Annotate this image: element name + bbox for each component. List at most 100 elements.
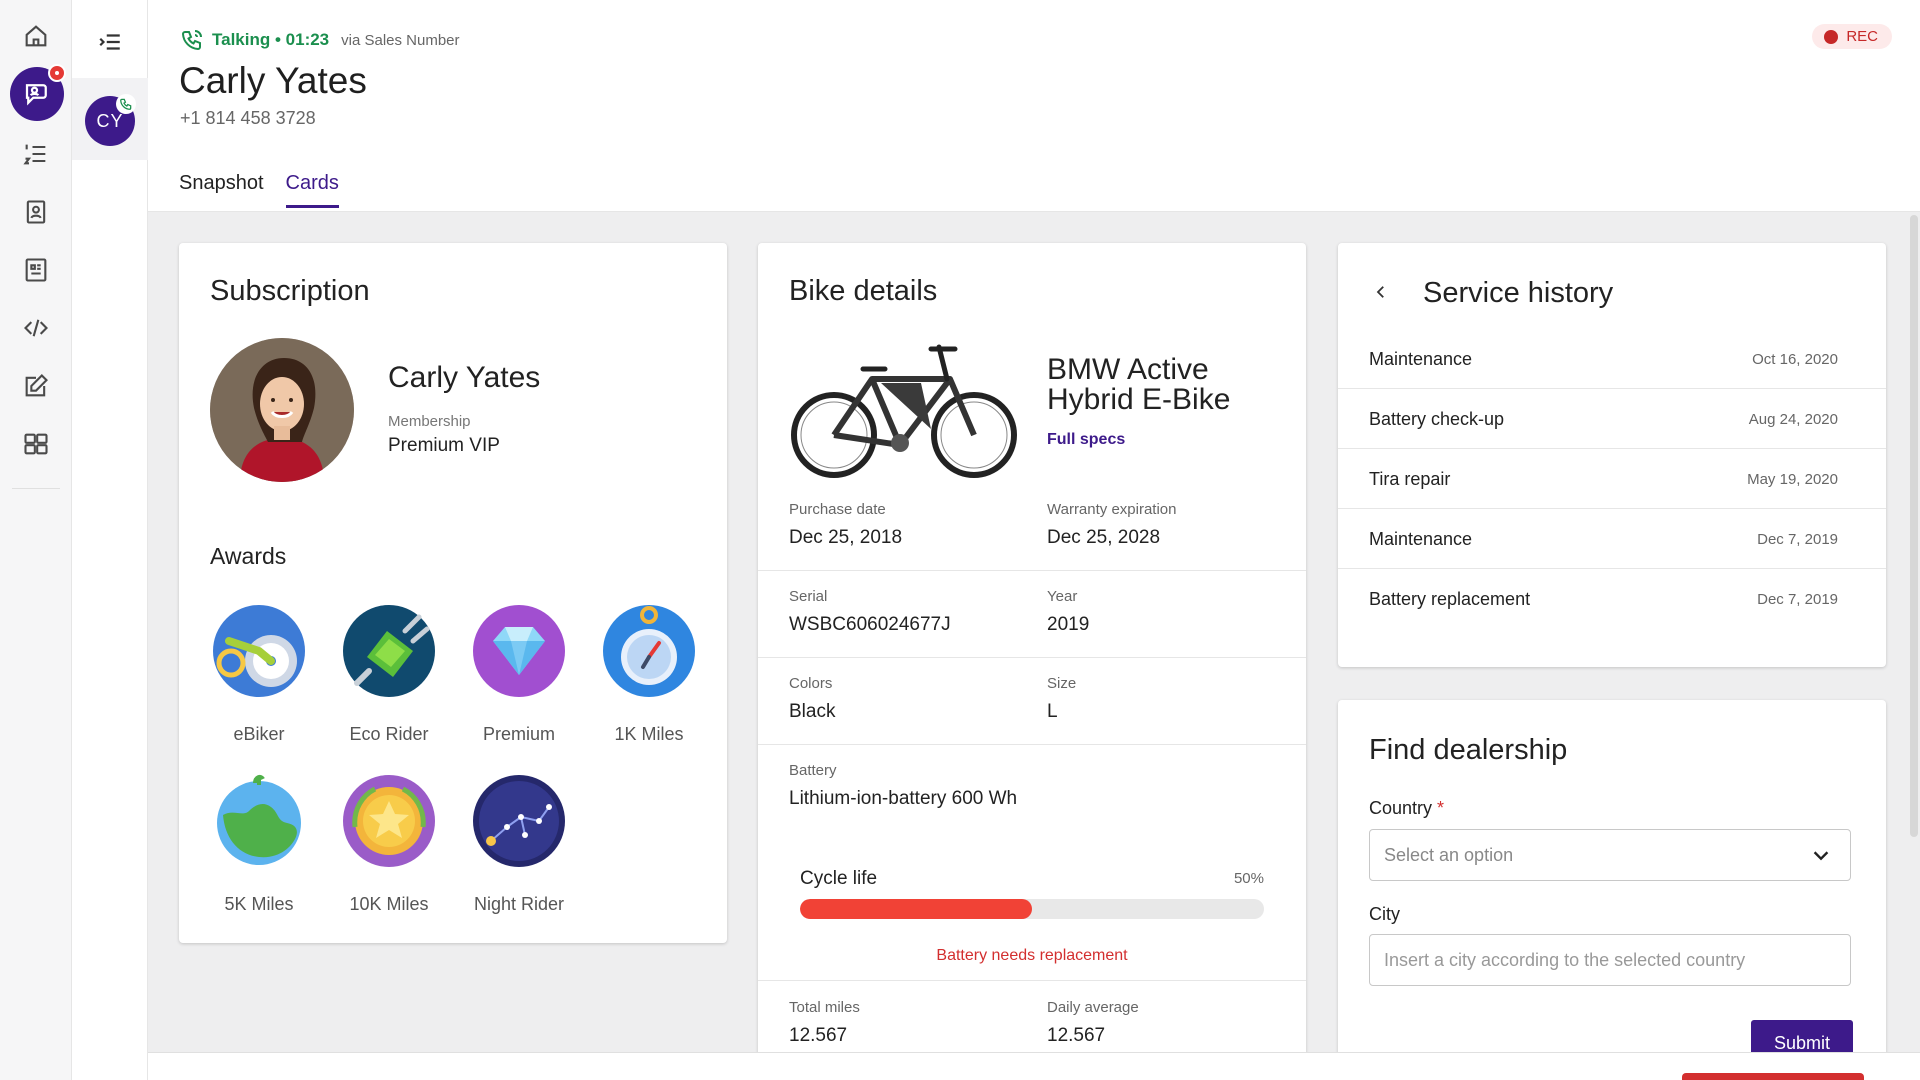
call-state: Talking • 01:23 bbox=[212, 30, 330, 49]
total-miles-value: 12.567 bbox=[789, 1025, 848, 1046]
cycle-life-progress-fill bbox=[800, 899, 1032, 919]
award-label: 1K Miles bbox=[614, 724, 684, 744]
cycle-life-label: Cycle life bbox=[800, 868, 878, 889]
award-label: Eco Rider bbox=[349, 724, 429, 744]
total-miles-label: Total miles bbox=[789, 999, 860, 1016]
purchase-date-label: Purchase date bbox=[789, 501, 886, 518]
bike-model: BMW Active Hybrid E-Bike bbox=[1047, 353, 1231, 416]
warranty-label: Warranty expiration bbox=[1047, 501, 1177, 518]
call-via: via Sales Number bbox=[341, 31, 460, 49]
recording-label: REC bbox=[1846, 28, 1878, 45]
year-value: 2019 bbox=[1047, 614, 1090, 635]
star-medal-award-icon bbox=[343, 775, 435, 867]
award-label: eBiker bbox=[233, 724, 285, 744]
service-date: Dec 7, 2019 bbox=[1757, 591, 1838, 608]
bike-image bbox=[791, 344, 1017, 478]
submit-button[interactable]: Submit bbox=[1751, 1020, 1853, 1052]
service-name: Tira repair bbox=[1369, 469, 1451, 489]
service-name: Battery check-up bbox=[1369, 409, 1505, 429]
award-eco-rider: Eco Rider bbox=[329, 601, 449, 745]
bottom-bar bbox=[148, 1052, 1920, 1080]
page-scrollbar[interactable] bbox=[1910, 215, 1918, 837]
divider bbox=[758, 744, 1306, 745]
serial-value: WSBC606024677J bbox=[789, 614, 951, 635]
award-1k-miles: 1K Miles bbox=[589, 601, 709, 745]
battery-label: Battery bbox=[789, 762, 837, 779]
award-5k-miles: 5K Miles bbox=[199, 771, 319, 915]
service-row[interactable]: Battery replacement Dec 7, 2019 bbox=[1338, 569, 1886, 629]
service-name: Maintenance bbox=[1369, 529, 1473, 549]
eco-plug-award-icon bbox=[343, 605, 435, 697]
required-marker: * bbox=[1437, 798, 1445, 818]
service-date: Dec 7, 2019 bbox=[1757, 531, 1838, 548]
purchase-date-value: Dec 25, 2018 bbox=[789, 527, 903, 548]
divider bbox=[758, 980, 1306, 981]
daily-average-value: 12.567 bbox=[1047, 1025, 1106, 1046]
battery-value: Lithium-ion-battery 600 Wh bbox=[789, 788, 1018, 809]
service-row[interactable]: Tira repair May 19, 2020 bbox=[1338, 449, 1886, 509]
service-history-title: Service history bbox=[1423, 277, 1614, 309]
home-icon[interactable] bbox=[0, 8, 72, 64]
city-input[interactable] bbox=[1369, 934, 1851, 986]
size-value: L bbox=[1047, 701, 1058, 722]
service-row[interactable]: Maintenance Oct 16, 2020 bbox=[1338, 329, 1886, 389]
colors-label: Colors bbox=[789, 675, 833, 692]
phone-active-icon bbox=[116, 94, 136, 114]
tab-snapshot[interactable]: Snapshot bbox=[179, 172, 264, 194]
daily-average-label: Daily average bbox=[1047, 999, 1139, 1016]
service-name: Maintenance bbox=[1369, 349, 1473, 369]
cycle-life-progress bbox=[800, 899, 1264, 919]
stopwatch-award-icon bbox=[603, 605, 695, 697]
active-contact-tile[interactable]: CY bbox=[72, 78, 148, 160]
cycle-life-percent: 50% bbox=[1233, 870, 1264, 887]
ebike-award-icon bbox=[213, 605, 305, 697]
tab-cards[interactable]: Cards bbox=[285, 172, 339, 208]
service-row[interactable]: Battery check-up Aug 24, 2020 bbox=[1338, 389, 1886, 449]
bottom-action-button[interactable] bbox=[1682, 1073, 1864, 1080]
find-dealership-card: Find dealership Country * Select an opti… bbox=[1338, 700, 1886, 1052]
award-label: Premium bbox=[482, 724, 555, 744]
rail-divider bbox=[12, 488, 60, 489]
code-icon[interactable] bbox=[0, 300, 72, 356]
award-label: 5K Miles bbox=[224, 894, 294, 914]
conversation-list: CY bbox=[72, 0, 148, 1080]
record-icon bbox=[1824, 29, 1839, 44]
contacts-icon[interactable] bbox=[0, 184, 72, 240]
find-dealership-title: Find dealership bbox=[1369, 734, 1568, 766]
awards-title: Awards bbox=[210, 543, 287, 569]
list-icon[interactable] bbox=[0, 126, 72, 182]
call-timer: 01:23 bbox=[285, 30, 330, 49]
reports-icon[interactable] bbox=[0, 242, 72, 298]
divider bbox=[758, 657, 1306, 658]
size-label: Size bbox=[1047, 675, 1077, 692]
notification-badge bbox=[48, 64, 66, 82]
country-label: Country * bbox=[1369, 798, 1445, 818]
contact-phone: +1 814 458 3728 bbox=[180, 108, 316, 128]
membership-value: Premium VIP bbox=[388, 435, 500, 456]
membership-label: Membership bbox=[388, 413, 471, 430]
contact-tabs: Snapshot Cards bbox=[179, 172, 339, 208]
recording-badge[interactable]: REC bbox=[1812, 24, 1892, 49]
edit-icon[interactable] bbox=[0, 358, 72, 414]
service-date: Aug 24, 2020 bbox=[1748, 411, 1838, 428]
country-select-placeholder: Select an option bbox=[1384, 844, 1514, 865]
subscription-card: Subscription Carly Yates Membership Prem… bbox=[179, 243, 727, 943]
apps-grid-icon[interactable] bbox=[0, 416, 72, 472]
service-date: May 19, 2020 bbox=[1747, 471, 1838, 488]
full-specs-link[interactable]: Full specs bbox=[1047, 431, 1126, 448]
back-chevron-icon[interactable] bbox=[1368, 279, 1394, 305]
collapse-menu-icon[interactable] bbox=[94, 26, 126, 58]
award-ebiker: eBiker bbox=[199, 601, 319, 745]
service-row[interactable]: Maintenance Dec 7, 2019 bbox=[1338, 509, 1886, 569]
customer-name: Carly Yates bbox=[388, 361, 541, 394]
award-label: 10K Miles bbox=[349, 894, 429, 914]
country-select[interactable]: Select an option bbox=[1369, 829, 1851, 881]
divider bbox=[758, 570, 1306, 571]
bike-details-card: Bike details BMW Active Hybrid E-Bike Fu… bbox=[758, 243, 1306, 1052]
chevron-down-icon bbox=[1813, 851, 1829, 861]
cards-area: Subscription Carly Yates Membership Prem… bbox=[148, 212, 1920, 1052]
city-label: City bbox=[1369, 904, 1400, 924]
contact-name: Carly Yates bbox=[179, 60, 367, 101]
battery-warning: Battery needs replacement bbox=[936, 947, 1128, 964]
service-name: Battery replacement bbox=[1369, 589, 1531, 609]
